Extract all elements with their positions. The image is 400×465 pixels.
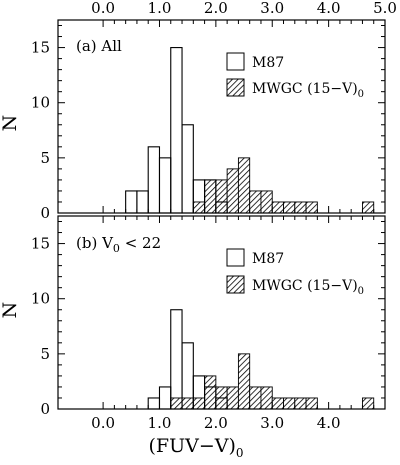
panel-label: (a) All — [76, 37, 122, 55]
x-tick-label: 4.0 — [317, 414, 341, 432]
open-bar — [158, 157, 172, 214]
y-tick-label: 10 — [31, 94, 50, 112]
y-tick-label: 5 — [40, 345, 50, 363]
hatched-bar — [283, 201, 296, 214]
legend-label-m87: M87 — [252, 251, 284, 267]
hatched-bar — [192, 201, 206, 214]
hatched-bar — [204, 179, 217, 214]
hatched-bar — [249, 190, 262, 214]
hatched-bar — [237, 353, 251, 410]
legend: M87 MWGC (15−V)0 — [226, 248, 364, 297]
top-x-tick-labels: 0.0 1.0 2.0 3.0 4.0 5.0 — [91, 0, 397, 17]
x-tick-label: 3.0 — [260, 414, 284, 432]
hatched-bar — [283, 397, 296, 410]
x-tick-label: 3.0 — [260, 0, 284, 17]
y-axis-label: N — [0, 115, 21, 132]
legend-swatch-hatched — [226, 275, 245, 294]
x-tick-label: 0.0 — [91, 414, 115, 432]
bottom-x-tick-labels: 0.0 1.0 2.0 3.0 4.0 — [91, 414, 340, 432]
x-tick-label: 2.0 — [204, 414, 228, 432]
y-axis-label: N — [0, 302, 21, 319]
legend: M87 MWGC (15−V)0 — [226, 52, 364, 100]
open-bar — [147, 146, 161, 214]
hatched-bar — [294, 201, 307, 214]
hatched-bar — [170, 397, 183, 410]
open-bar — [170, 47, 183, 214]
hatched-bar — [294, 397, 307, 410]
x-tick-label: 4.0 — [317, 0, 341, 17]
x-axis-label: (FUV−V)0 — [148, 435, 243, 460]
legend-swatch-open — [226, 248, 245, 267]
hatched-bar — [226, 168, 239, 214]
legend-label-m87: M87 — [252, 55, 284, 71]
hatched-bar — [361, 201, 375, 214]
hatched-bar — [204, 375, 217, 410]
panel-label: (b) V0 < 22 — [76, 234, 161, 255]
x-tick-label: 0.0 — [91, 0, 115, 17]
open-bar — [181, 124, 194, 214]
hatched-bar — [260, 386, 273, 410]
hatched-bar — [271, 397, 284, 410]
hatched-bar — [192, 397, 206, 410]
y-tick-label: 0 — [40, 204, 50, 222]
hatched-bar — [215, 179, 228, 214]
open-bar — [147, 397, 161, 410]
legend-label-mwgc: MWGC (15−V)0 — [252, 278, 364, 297]
panel-a: N (a) All M87 MWGC (15−V)0 0 5 10 15 — [0, 19, 386, 222]
hatched-bar — [226, 386, 239, 410]
y-tick-label: 0 — [40, 400, 50, 418]
hatched-bar — [237, 157, 251, 214]
panel-b: N (b) V0 < 22 M87 MWGC (15−V)0 0 5 10 15 — [0, 215, 386, 418]
y-tick-label: 15 — [31, 39, 50, 57]
plot-frame — [57, 215, 386, 410]
x-tick-label: 5.0 — [373, 0, 397, 17]
hatched-bar — [305, 397, 318, 410]
x-tick-label: 1.0 — [148, 0, 172, 17]
hatched-bar — [181, 397, 194, 410]
legend-label-mwgc: MWGC (15−V)0 — [252, 81, 364, 100]
x-tick-label: 2.0 — [204, 0, 228, 17]
open-bar — [158, 386, 172, 410]
hatched-bar — [305, 201, 318, 214]
plot-frame — [57, 19, 386, 214]
y-tick-label: 5 — [40, 149, 50, 167]
open-bar — [170, 309, 183, 410]
legend-swatch-hatched — [226, 78, 245, 97]
open-bar — [125, 190, 138, 214]
y-tick-label: 10 — [31, 290, 50, 308]
hatched-bar — [361, 397, 375, 410]
legend-swatch-open — [226, 52, 245, 71]
hatched-bar — [271, 201, 284, 214]
hatched-bar — [260, 190, 273, 214]
open-bar — [136, 190, 149, 214]
y-tick-label: 15 — [31, 235, 50, 253]
hatched-bar — [249, 386, 262, 410]
x-tick-label: 1.0 — [148, 414, 172, 432]
